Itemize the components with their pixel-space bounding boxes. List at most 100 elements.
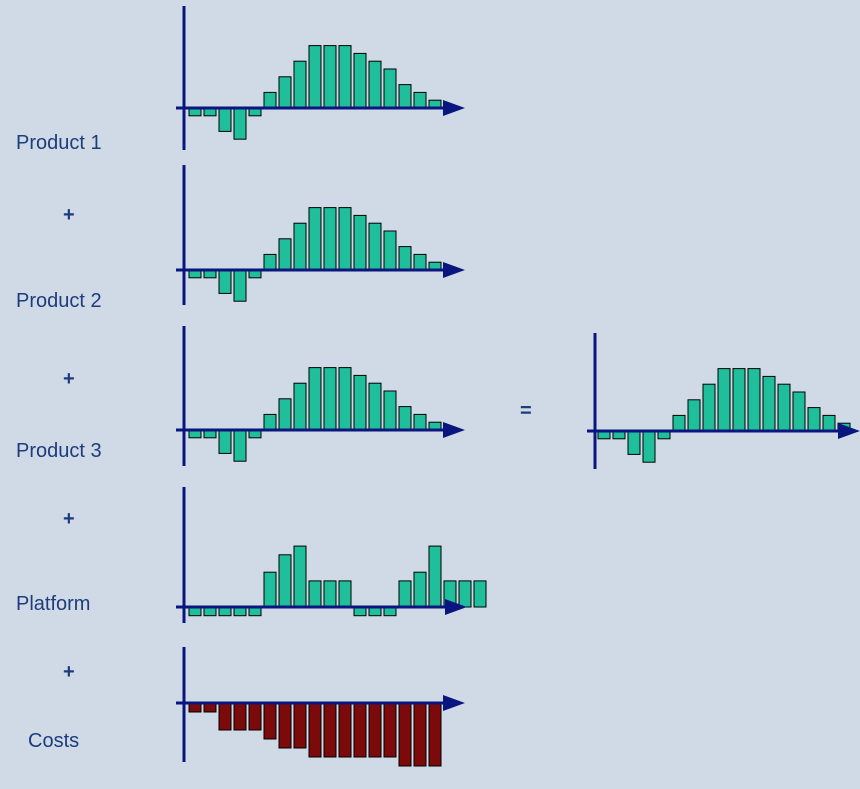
chart-platform-bar-15 bbox=[398, 580, 412, 608]
plus-operator-2: + bbox=[63, 368, 75, 390]
label-product-2: Product 2 bbox=[16, 290, 102, 312]
chart-product-1-bar-7 bbox=[278, 76, 292, 109]
chart-costs-bar-7 bbox=[278, 702, 292, 749]
chart-product-2-bar-6 bbox=[263, 253, 277, 271]
chart-product-3-bar-4 bbox=[233, 429, 247, 462]
chart-result-bar-10 bbox=[732, 368, 746, 432]
chart-platform-bar-8 bbox=[293, 545, 307, 608]
chart-result-bar-13 bbox=[777, 383, 791, 432]
chart-platform bbox=[176, 487, 487, 623]
chart-costs-arrow-icon bbox=[443, 695, 465, 711]
chart-product-1-bar-14 bbox=[383, 68, 397, 109]
plus-operator-1: + bbox=[63, 204, 75, 226]
chart-product-3-bar-9 bbox=[308, 367, 322, 431]
chart-costs-bar-11 bbox=[338, 702, 352, 758]
chart-product-1-bar-11 bbox=[338, 45, 352, 109]
chart-result-bar-16 bbox=[822, 414, 836, 432]
chart-product-2-bar-11 bbox=[338, 207, 352, 271]
plus-operator-3: + bbox=[63, 508, 75, 530]
equals-operator: = bbox=[520, 400, 532, 422]
chart-product-2-bar-16 bbox=[413, 253, 427, 271]
chart-costs-bar-3 bbox=[218, 702, 232, 731]
chart-costs-bar-15 bbox=[398, 702, 412, 767]
chart-result-bar-15 bbox=[807, 407, 821, 432]
chart-product-1-bar-9 bbox=[308, 45, 322, 109]
chart-product-3-bar-3 bbox=[218, 429, 232, 454]
label-product-3: Product 3 bbox=[16, 440, 102, 462]
chart-product-3-bar-16 bbox=[413, 413, 427, 431]
chart-costs-bar-10 bbox=[323, 702, 337, 758]
chart-product-2 bbox=[176, 165, 465, 305]
chart-costs-bar-16 bbox=[413, 702, 427, 767]
chart-costs-bar-9 bbox=[308, 702, 322, 758]
chart-product-2-bar-7 bbox=[278, 238, 292, 271]
chart-product-1-bar-6 bbox=[263, 91, 277, 109]
chart-product-2-bar-3 bbox=[218, 269, 232, 294]
chart-result bbox=[587, 333, 860, 469]
chart-costs-bar-8 bbox=[293, 702, 307, 749]
chart-platform-bar-17 bbox=[428, 545, 442, 608]
chart-product-2-arrow-icon bbox=[443, 262, 465, 278]
chart-product-3-bar-8 bbox=[293, 382, 307, 431]
chart-platform-bar-11 bbox=[338, 580, 352, 608]
chart-platform-bar-20 bbox=[473, 580, 487, 608]
chart-product-3-bar-7 bbox=[278, 398, 292, 431]
chart-result-bar-6 bbox=[672, 414, 686, 432]
chart-product-3-bar-15 bbox=[398, 406, 412, 431]
chart-product-1-bar-16 bbox=[413, 91, 427, 109]
chart-product-2-bar-10 bbox=[323, 207, 337, 271]
chart-result-bar-8 bbox=[702, 383, 716, 432]
chart-product-2-bar-8 bbox=[293, 222, 307, 271]
chart-product-3-bar-11 bbox=[338, 367, 352, 431]
chart-product-1-bar-15 bbox=[398, 84, 412, 109]
chart-product-2-bar-14 bbox=[383, 230, 397, 271]
chart-product-3-bar-13 bbox=[368, 382, 382, 431]
chart-product-3-bar-12 bbox=[353, 374, 367, 431]
chart-result-bar-4 bbox=[642, 430, 656, 463]
chart-product-2-bar-4 bbox=[233, 269, 247, 302]
chart-result-bar-9 bbox=[717, 368, 731, 432]
chart-product-2-bar-15 bbox=[398, 246, 412, 271]
chart-result-bar-3 bbox=[627, 430, 641, 455]
chart-costs-bar-5 bbox=[248, 702, 262, 731]
chart-result-bar-14 bbox=[792, 391, 806, 432]
chart-platform-bar-6 bbox=[263, 571, 277, 608]
chart-platform-bar-10 bbox=[323, 580, 337, 608]
chart-costs-bar-6 bbox=[263, 702, 277, 740]
chart-product-2-bar-12 bbox=[353, 214, 367, 271]
label-costs: Costs bbox=[28, 730, 80, 752]
chart-platform-arrow-icon bbox=[445, 599, 467, 615]
chart-product-1-bar-13 bbox=[368, 60, 382, 109]
chart-platform-bar-7 bbox=[278, 554, 292, 608]
chart-product-1-bar-8 bbox=[293, 60, 307, 109]
chart-product-3-bar-10 bbox=[323, 367, 337, 431]
chart-product-3-arrow-icon bbox=[443, 422, 465, 438]
chart-product-2-bar-13 bbox=[368, 222, 382, 271]
chart-result-bar-12 bbox=[762, 375, 776, 432]
chart-costs-bar-14 bbox=[383, 702, 397, 758]
chart-costs bbox=[176, 647, 465, 767]
chart-costs-bar-17 bbox=[428, 702, 442, 767]
chart-result-bar-7 bbox=[687, 399, 701, 432]
plus-operator-4: + bbox=[63, 661, 75, 683]
chart-product-2-bar-9 bbox=[308, 207, 322, 271]
chart-platform-bar-16 bbox=[413, 571, 427, 608]
label-platform: Platform bbox=[16, 593, 91, 615]
chart-result-bar-11 bbox=[747, 368, 761, 432]
chart-product-3-bar-6 bbox=[263, 413, 277, 431]
chart-product-1-bar-10 bbox=[323, 45, 337, 109]
chart-product-1-bar-4 bbox=[233, 107, 247, 140]
chart-result-arrow-icon bbox=[838, 423, 860, 439]
chart-product-3-bar-14 bbox=[383, 390, 397, 431]
chart-platform-bar-9 bbox=[308, 580, 322, 608]
label-product-1: Product 1 bbox=[16, 132, 102, 154]
chart-product-3 bbox=[176, 326, 465, 466]
chart-product-1-arrow-icon bbox=[443, 100, 465, 116]
chart-costs-bar-13 bbox=[368, 702, 382, 758]
chart-product-1-bar-3 bbox=[218, 107, 232, 132]
chart-costs-bar-12 bbox=[353, 702, 367, 758]
chart-product-1-bar-12 bbox=[353, 52, 367, 109]
chart-product-1 bbox=[176, 6, 465, 150]
chart-costs-bar-4 bbox=[233, 702, 247, 731]
